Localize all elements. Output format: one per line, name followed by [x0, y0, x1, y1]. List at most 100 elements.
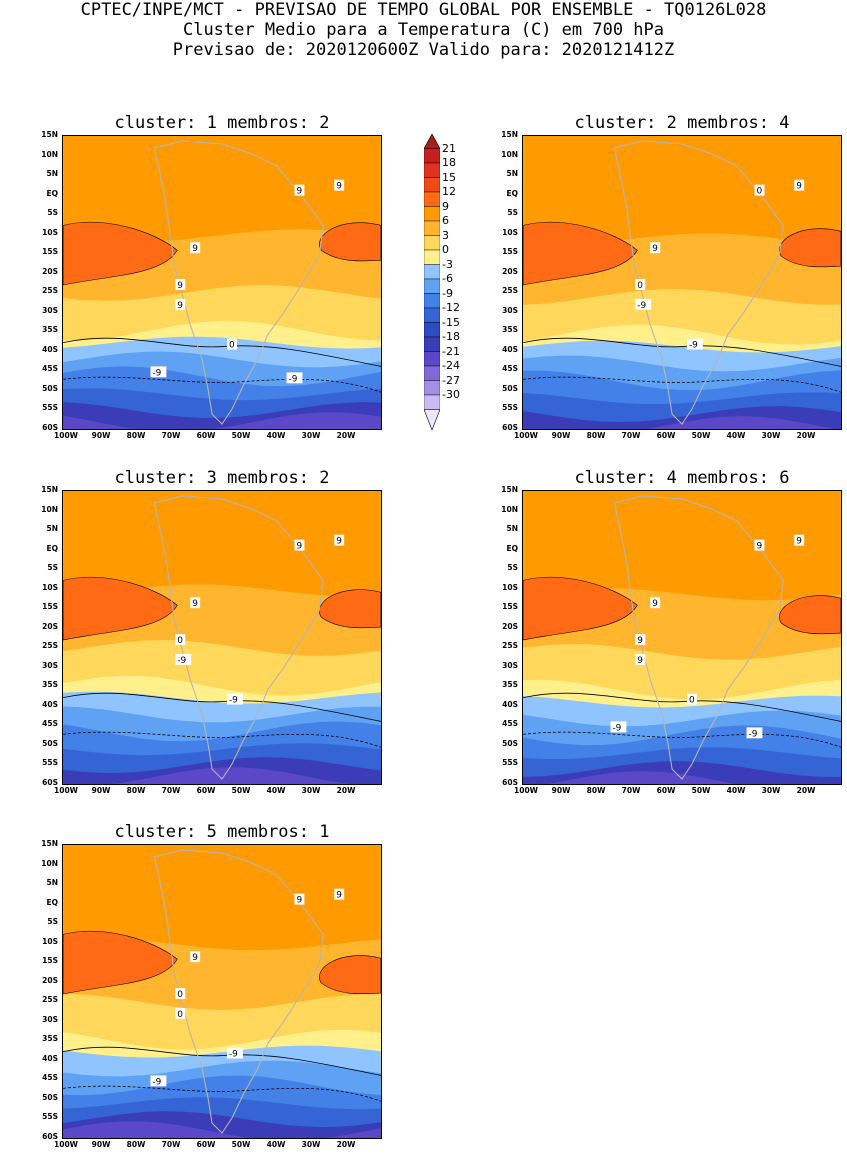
legend-color-swatch: [423, 307, 441, 323]
longitude-tick-label: 70W: [161, 431, 181, 440]
latitude-tick-label: 5N: [506, 169, 519, 179]
contour-label: 9: [754, 539, 765, 552]
longitude-tick-label: 90W: [551, 431, 571, 440]
contour-label-text: 9: [796, 182, 802, 192]
latitude-tick-label: 40S: [42, 344, 58, 354]
latitude-tick-label: 50S: [42, 1092, 58, 1102]
latitude-tick-label: 10N: [41, 504, 58, 514]
longitude-tick-label: 70W: [161, 786, 181, 795]
latitude-tick-label: 35S: [42, 1034, 58, 1044]
latitude-tick-label: 10S: [42, 227, 58, 237]
map-canvas: 9 9 9 9 9 0 -9 -9: [523, 491, 841, 784]
latitude-tick-label: 30S: [42, 305, 58, 315]
contour-label-text: 9: [192, 244, 198, 254]
contour-label-text: 9: [336, 537, 342, 547]
legend-tick-label: 21: [442, 141, 456, 155]
map-canvas: 9 9 9 0 -9 -9: [63, 491, 381, 784]
contour-label-text: 9: [296, 542, 302, 552]
zero-contour-line: [63, 692, 381, 722]
latitude-tick-label: 20S: [502, 266, 518, 276]
temperature-band: [63, 1121, 381, 1138]
zero-contour-line: [523, 337, 841, 367]
header-title: CPTEC/INPE/MCT - PREVISAO DE TEMPO GLOBA…: [80, 0, 767, 20]
longitude-tick-label: 90W: [91, 431, 111, 440]
longitude-tick-label: 90W: [91, 1140, 111, 1149]
contour-label: 9: [190, 597, 201, 609]
contour-label: 0: [635, 279, 646, 291]
legend-tick-label: 12: [442, 185, 456, 198]
legend-tick-label: 9: [442, 199, 449, 213]
warm-anomaly-area: [319, 955, 381, 995]
contour-label-text: 9: [637, 636, 643, 646]
latitude-tick-label: 55S: [502, 403, 518, 413]
longitude-tick-label: 40W: [266, 786, 286, 795]
legend-color-swatch: [423, 235, 441, 251]
contour-label-text: 9: [652, 599, 658, 609]
latitude-tick-label: 50S: [42, 383, 58, 393]
warm-anomaly-area: [779, 595, 841, 635]
contour-label: 9: [334, 179, 345, 192]
latitude-tick-label: 5N: [506, 524, 519, 534]
panel-title: cluster: 3 membros: 2: [114, 468, 330, 488]
longitude-tick-label: 100W: [54, 1140, 78, 1149]
latitude-tick-label: 55S: [502, 758, 518, 768]
temperature-map: 9 9 9 0 -9 -9: [62, 490, 382, 785]
panel-title: cluster: 4 membros: 6: [574, 468, 790, 488]
contour-label-text: -9: [177, 656, 186, 666]
contour-label-text: 9: [796, 537, 802, 547]
contour-label-text: 9: [296, 187, 302, 197]
temperature-map: 9 9 9 9 9 0 -9 -9: [62, 135, 382, 430]
legend-tick-label: -15: [442, 315, 460, 329]
longitude-tick-label: 60W: [656, 786, 676, 795]
latitude-tick-label: 15S: [502, 247, 518, 257]
header: CPTEC/INPE/MCT - PREVISAO DE TEMPO GLOBA…: [0, 0, 847, 60]
contour-label-text: 0: [637, 281, 643, 291]
legend-color-swatch: [423, 394, 441, 410]
legend-tick-label: -30: [442, 388, 460, 401]
contour-label-text: 0: [229, 341, 235, 351]
latitude-tick-label: 15S: [502, 602, 518, 612]
contour-label: -9: [150, 1075, 167, 1087]
contour-label: -9: [746, 727, 763, 739]
latitude-tick-label: 25S: [502, 286, 518, 296]
latitude-tick-label: 15N: [41, 839, 58, 848]
longitude-tick-label: 60W: [196, 1140, 216, 1149]
contour-label: -9: [635, 298, 652, 311]
legend-color-swatch: [423, 191, 441, 207]
contour-label: 9: [294, 893, 305, 906]
contour-label: 9: [175, 298, 186, 311]
longitude-tick-label: 80W: [126, 786, 146, 795]
contour-label: 9: [794, 179, 805, 192]
contour-label-text: -9: [689, 341, 698, 351]
latitude-tick-label: 40S: [42, 1053, 58, 1063]
latitude-tick-label: 20S: [42, 621, 58, 631]
latitude-tick-label: 55S: [42, 758, 58, 768]
legend-color-swatch: [423, 278, 441, 294]
warm-anomaly-area: [319, 222, 381, 262]
latitude-tick-label: 35S: [502, 325, 518, 335]
contour-label-text: 9: [336, 182, 342, 192]
contour-label-text: -9: [749, 729, 758, 739]
latitude-tick-label: 5N: [46, 524, 59, 534]
legend-color-swatch: [423, 249, 441, 265]
contour-label: 0: [226, 338, 237, 351]
latitude-tick-label: 45S: [42, 719, 58, 729]
contour-label-text: 0: [177, 1010, 183, 1020]
legend-tick-label: -27: [442, 373, 460, 387]
longitude-tick-label: 20W: [336, 1140, 356, 1149]
latitude-tick-label: 10S: [42, 582, 58, 592]
latitude-tick-label: 25S: [42, 286, 58, 296]
longitude-tick-label: 80W: [126, 431, 146, 440]
temperature-map: 9 9 0 0 -9 -9: [522, 135, 842, 430]
longitude-tick-label: 20W: [336, 786, 356, 795]
latitude-tick-label: 20S: [42, 266, 58, 276]
coastline: [613, 495, 784, 780]
latitude-tick-label: 5N: [46, 878, 59, 888]
contour-label-text: -9: [152, 368, 161, 378]
longitude-tick-label: 100W: [54, 431, 78, 440]
legend-tick-label: 0: [442, 243, 449, 256]
latitude-tick-label: 20S: [502, 621, 518, 631]
latitude-tick-label: 10N: [41, 149, 58, 159]
coastline: [153, 140, 324, 425]
legend-color-swatch: [423, 380, 441, 396]
